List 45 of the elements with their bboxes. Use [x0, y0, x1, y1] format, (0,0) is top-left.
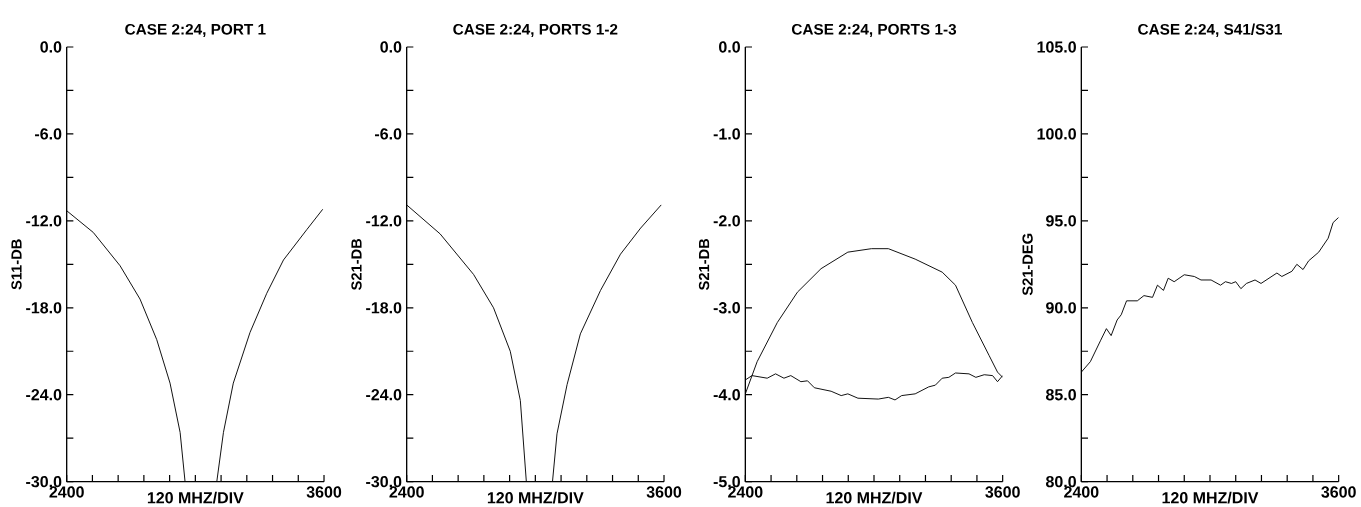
y-axis-title: S21-DB: [351, 238, 362, 290]
x-axis-title: 120 MHZ/DIV: [487, 491, 584, 504]
y-tick-label: 90.0: [1046, 302, 1076, 314]
x-tick-label: 2400: [389, 486, 424, 498]
y-tick-label: -1.0: [713, 128, 740, 140]
x-tick-label: 3600: [1321, 486, 1356, 498]
x-tick-label: 2400: [49, 486, 84, 498]
y-tick-label: -6.0: [35, 128, 62, 140]
y-tick-label: 95.0: [1046, 215, 1076, 227]
y-axis-title: S21-DB: [698, 238, 710, 290]
y-tick-label: -12.0: [26, 215, 62, 227]
x-tick-label: 2400: [728, 486, 763, 498]
y-tick-label: 80.0: [1045, 475, 1076, 488]
y-tick-label: -30.0: [26, 475, 62, 488]
y-tick-label: -12.0: [366, 215, 402, 227]
x-axis-title: 120 MHZ/DIV: [147, 491, 244, 504]
x-tick-label: 3600: [985, 486, 1020, 498]
y-tick-label: 100.0: [1037, 128, 1076, 140]
x-tick-label: 3600: [306, 486, 342, 498]
chart-title: CASE 2:24, S41/S31: [1138, 23, 1282, 37]
y-tick-label: -30.0: [366, 475, 402, 488]
x-axis-title: 120 MHZ/DIV: [1162, 491, 1259, 504]
y-tick-label: -24.0: [26, 389, 62, 401]
y-axis-title: S11-DB: [11, 239, 22, 290]
line-series: [552, 204, 662, 482]
y-tick-label: 0.0: [380, 41, 402, 53]
y-tick-label: -6.0: [375, 128, 402, 140]
y-tick-label: 85.0: [1045, 389, 1076, 401]
chart-title: CASE 2:24, PORT 1: [125, 23, 266, 37]
y-tick-label: 105.0: [1037, 41, 1076, 53]
y-tick-label: -3.0: [713, 302, 740, 314]
y-axis-title: S21-DEG: [1022, 233, 1033, 296]
y-tick-label: 0.0: [40, 41, 62, 53]
chart-title: CASE 2:24, PORTS 1-2: [453, 23, 618, 37]
chart-title: CASE 2:24, PORTS 1-3: [791, 23, 957, 37]
y-tick-label: 0.0: [719, 41, 740, 53]
y-tick-label: -5.0: [713, 475, 740, 488]
y-tick-label: -18.0: [366, 302, 402, 314]
x-tick-label: 2400: [1064, 486, 1099, 498]
x-axis-title: 120 MHZ/DIV: [826, 491, 923, 504]
y-tick-label: -4.0: [713, 389, 740, 401]
x-tick-label: 3600: [646, 486, 682, 498]
y-tick-label: -18.0: [26, 302, 62, 314]
y-tick-label: -2.0: [713, 215, 740, 227]
y-tick-label: -24.0: [366, 389, 402, 401]
